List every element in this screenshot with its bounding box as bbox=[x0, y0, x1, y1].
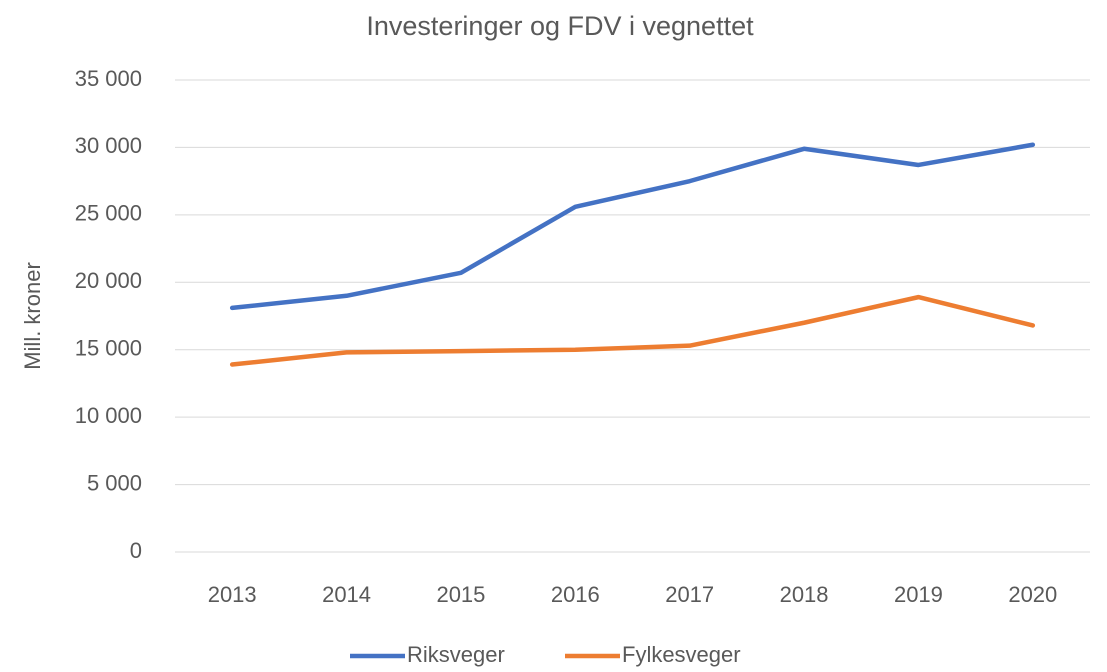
y-tick-label: 25 000 bbox=[75, 201, 142, 226]
y-tick-label: 20 000 bbox=[75, 268, 142, 293]
y-axis-label: Mill. kroner bbox=[20, 262, 45, 370]
series-line bbox=[229, 142, 1036, 311]
legend-label: Riksveger bbox=[407, 642, 505, 667]
x-tick-label: 2013 bbox=[208, 582, 257, 607]
y-tick-label: 10 000 bbox=[75, 403, 142, 428]
chart-title: Investeringer og FDV i vegnettet bbox=[366, 11, 754, 41]
x-tick-label: 2018 bbox=[780, 582, 829, 607]
y-tick-label: 35 000 bbox=[75, 66, 142, 91]
y-tick-label: 30 000 bbox=[75, 133, 142, 158]
x-tick-label: 2017 bbox=[665, 582, 714, 607]
series-line bbox=[229, 294, 1036, 367]
y-tick-label: 0 bbox=[130, 538, 142, 563]
x-tick-label: 2020 bbox=[1008, 582, 1057, 607]
y-tick-label: 5 000 bbox=[87, 470, 142, 495]
x-tick-label: 2015 bbox=[436, 582, 485, 607]
x-tick-label: 2016 bbox=[551, 582, 600, 607]
legend-label: Fylkesveger bbox=[622, 642, 741, 667]
x-tick-label: 2014 bbox=[322, 582, 371, 607]
x-tick-label: 2019 bbox=[894, 582, 943, 607]
y-tick-label: 15 000 bbox=[75, 336, 142, 361]
